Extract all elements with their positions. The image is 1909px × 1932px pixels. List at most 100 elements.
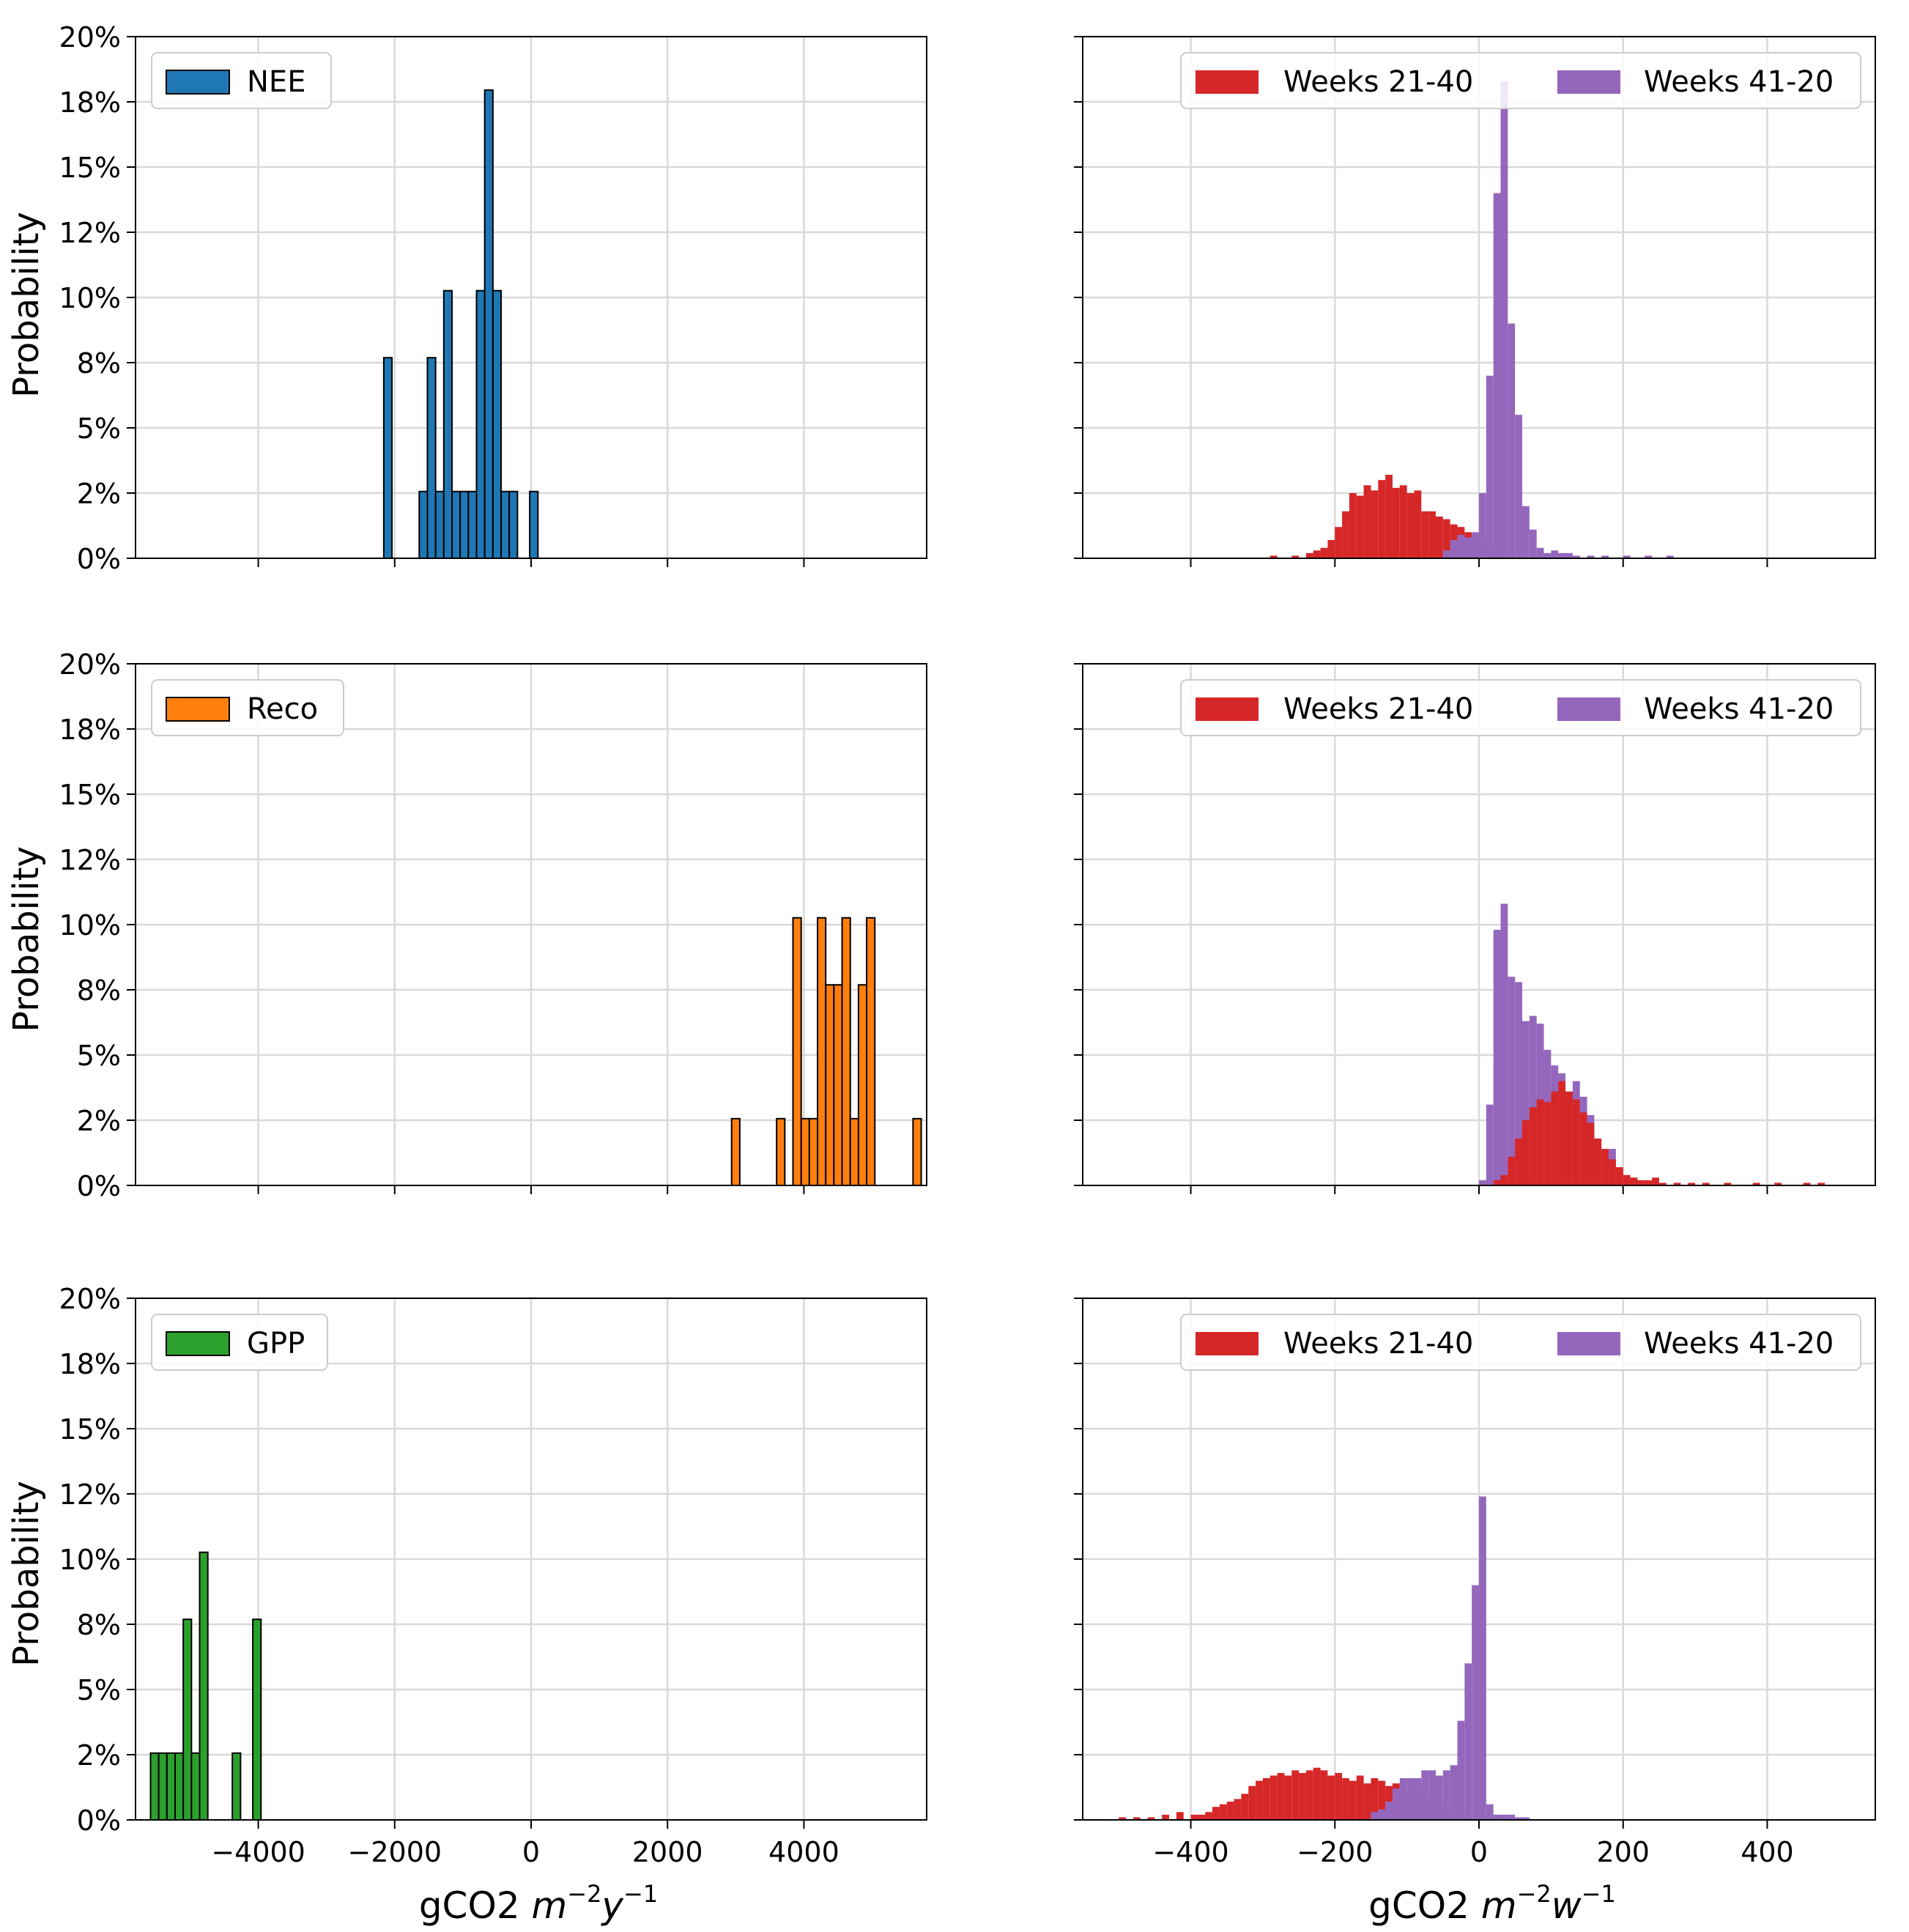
legend-label: Weeks 21-40 bbox=[1283, 692, 1473, 726]
bar-reco bbox=[866, 917, 876, 1187]
bar-weeks-21-40 bbox=[1688, 1182, 1696, 1185]
y-tick-label: 10% bbox=[59, 909, 121, 941]
legend-label: Weeks 21-40 bbox=[1283, 65, 1473, 99]
bar-weeks-41-20 bbox=[1493, 193, 1501, 558]
bar-reco bbox=[792, 917, 802, 1187]
y-tick-label: 8% bbox=[77, 974, 121, 1007]
bar-weeks-21-40 bbox=[1147, 1817, 1155, 1820]
bar-weeks-41-20 bbox=[1435, 1775, 1443, 1820]
bar-weeks-21-40 bbox=[1515, 1138, 1523, 1185]
legend-box bbox=[1180, 52, 1861, 109]
bar-weeks-21-40 bbox=[1493, 1180, 1501, 1185]
bar-weeks-41-20 bbox=[1486, 1804, 1494, 1820]
bar-nee bbox=[483, 89, 494, 560]
bar-weeks-21-40 bbox=[1623, 1174, 1631, 1185]
bar-weeks-21-40 bbox=[1652, 1177, 1659, 1185]
bar-nee bbox=[442, 289, 453, 559]
bar-weeks-41-20 bbox=[1464, 1663, 1472, 1820]
legend-label: NEE bbox=[247, 65, 305, 99]
bar-weeks-21-40 bbox=[1190, 1814, 1198, 1820]
bar-weeks-21-40 bbox=[1378, 480, 1386, 558]
bar-weeks-21-40 bbox=[1299, 1772, 1306, 1820]
bar-weeks-41-20 bbox=[1399, 1778, 1407, 1820]
bar-weeks-41-20 bbox=[1601, 555, 1609, 558]
bar-weeks-21-40 bbox=[1658, 1182, 1667, 1185]
x-tick-label: −200 bbox=[1297, 1836, 1373, 1868]
bar-nee bbox=[426, 357, 437, 559]
left-x-axis-label: gCO2 m−2y−1 bbox=[419, 1880, 658, 1927]
bar-weeks-21-40 bbox=[1774, 1182, 1782, 1185]
y-tick-label: 2% bbox=[77, 1105, 121, 1137]
bar-weeks-41-20 bbox=[1508, 323, 1516, 558]
bar-weeks-21-40 bbox=[1529, 1107, 1537, 1185]
y-tick-label: 8% bbox=[77, 1609, 121, 1641]
bar-weeks-41-20 bbox=[1392, 1788, 1400, 1820]
bar-weeks-41-20 bbox=[1500, 81, 1508, 558]
bar-nee bbox=[382, 357, 393, 559]
bar-weeks-21-40 bbox=[1349, 493, 1357, 558]
bar-weeks-21-40 bbox=[1176, 1812, 1184, 1820]
bar-weeks-41-20 bbox=[1551, 550, 1559, 558]
bar-nee bbox=[492, 289, 503, 559]
bar-weeks-21-40 bbox=[1421, 511, 1429, 558]
bar-weeks-41-20 bbox=[1543, 552, 1552, 558]
bar-weeks-21-40 bbox=[1342, 511, 1349, 558]
bar-reco bbox=[857, 984, 868, 1186]
bar-weeks-21-40 bbox=[1803, 1182, 1811, 1185]
bar-weeks-21-40 bbox=[1594, 1138, 1602, 1185]
y-tick-label: 18% bbox=[59, 714, 121, 746]
bar-weeks-21-40 bbox=[1565, 1091, 1573, 1185]
bar-gpp bbox=[190, 1752, 201, 1821]
y-tick-label: 5% bbox=[77, 1040, 121, 1072]
bar-reco bbox=[730, 1117, 741, 1187]
bar-weeks-41-20 bbox=[1515, 1817, 1523, 1820]
bar-nee bbox=[467, 490, 478, 560]
bar-weeks-41-20 bbox=[1500, 1814, 1508, 1820]
bar-weeks-41-20 bbox=[1536, 547, 1544, 558]
bar-weeks-21-40 bbox=[1508, 1156, 1516, 1185]
bar-weeks-41-20 bbox=[1572, 555, 1580, 558]
bar-weeks-41-20 bbox=[1464, 537, 1472, 558]
y-tick-label: 18% bbox=[59, 1348, 121, 1380]
bar-gpp bbox=[182, 1618, 193, 1821]
bar-weeks-21-40 bbox=[1645, 1180, 1653, 1185]
x-tick-label: −400 bbox=[1152, 1836, 1228, 1868]
bar-weeks-21-40 bbox=[1335, 1772, 1343, 1820]
y-tick-label: 5% bbox=[77, 412, 121, 445]
bar-weeks-21-40 bbox=[1702, 1182, 1710, 1185]
bar-weeks-21-40 bbox=[1572, 1099, 1580, 1185]
bar-nee bbox=[475, 289, 486, 559]
bar-weeks-21-40 bbox=[1335, 527, 1343, 558]
bar-weeks-21-40 bbox=[1320, 547, 1328, 558]
bar-weeks-41-20 bbox=[1479, 1180, 1486, 1185]
bar-weeks-21-40 bbox=[1205, 1812, 1213, 1820]
bar-weeks-41-20 bbox=[1486, 1104, 1494, 1185]
legend-swatch-weeks-41-20 bbox=[1557, 70, 1620, 94]
bar-weeks-41-20 bbox=[1493, 930, 1501, 1185]
bar-weeks-21-40 bbox=[1399, 485, 1407, 558]
bar-weeks-41-20 bbox=[1472, 532, 1479, 558]
y-tick-label: 18% bbox=[59, 86, 121, 119]
bar-weeks-41-20 bbox=[1522, 1021, 1530, 1185]
bar-weeks-41-20 bbox=[1450, 540, 1458, 558]
y-tick-label: 15% bbox=[59, 152, 121, 184]
y-tick-label: 0% bbox=[77, 1170, 121, 1202]
bar-weeks-21-40 bbox=[1615, 1167, 1623, 1185]
y-tick-label: 15% bbox=[59, 779, 121, 811]
legend-label: Weeks 21-40 bbox=[1283, 1327, 1473, 1361]
bar-weeks-21-40 bbox=[1291, 555, 1300, 558]
bar-reco bbox=[849, 1117, 859, 1187]
bar-weeks-21-40 bbox=[1226, 1802, 1234, 1820]
bar-weeks-21-40 bbox=[1363, 485, 1371, 558]
bar-weeks-41-20 bbox=[1406, 1778, 1415, 1820]
bar-weeks-21-40 bbox=[1305, 1770, 1313, 1820]
bar-weeks-41-20 bbox=[1558, 552, 1566, 558]
bar-weeks-41-20 bbox=[1623, 555, 1631, 558]
bar-nee bbox=[418, 490, 429, 560]
bar-weeks-21-40 bbox=[1212, 1807, 1220, 1820]
panel-nee-annual: 0% 2% 5% 8% 10% 12% 15% 18% 20% NEE bbox=[59, 21, 927, 575]
legend-swatch-weeks-21-40 bbox=[1196, 697, 1259, 721]
bar-weeks-21-40 bbox=[1385, 475, 1393, 558]
bar-weeks-21-40 bbox=[1269, 555, 1278, 558]
y-tick-label: 2% bbox=[77, 1739, 121, 1772]
